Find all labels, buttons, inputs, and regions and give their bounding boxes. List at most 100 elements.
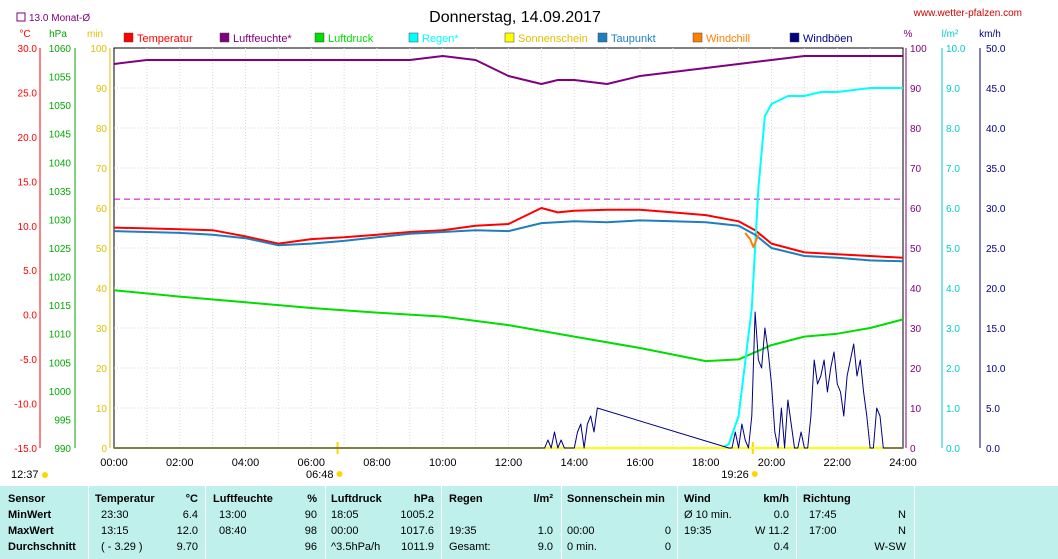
sun-icon <box>336 471 343 477</box>
rain-value: 9.0 <box>537 541 553 553</box>
rain-tick-label: 8.0 <box>946 124 960 135</box>
rain-value: 1.0 <box>537 525 553 537</box>
wind-tick-label: 20.0 <box>986 284 1006 295</box>
time-marker-label: 12:37 <box>11 469 39 481</box>
humidity-tick-label: 90 <box>910 84 922 95</box>
legend-label: Regen* <box>422 33 459 45</box>
pressure-tick-label: 1040 <box>49 158 72 169</box>
wind-unit-label: km/h <box>979 29 1001 40</box>
direction-time: 17:45 <box>809 509 837 521</box>
wind-tick-label: 15.0 <box>986 324 1006 335</box>
header-humidity: Luftfeuchte <box>213 493 273 505</box>
chart-title: Donnerstag, 14.09.2017 <box>429 9 601 26</box>
wind-value: 0.0 <box>773 509 789 521</box>
sunshine-value: 0 <box>664 541 671 553</box>
series-line-windb-en <box>114 311 903 449</box>
wind-tick-label: 10.0 <box>986 364 1006 375</box>
table-divider <box>561 486 562 559</box>
sunshine-tick-label: 20 <box>96 364 108 375</box>
temp-value: 9.70 <box>176 541 198 553</box>
rain-time: 19:35 <box>449 525 477 537</box>
temperature-tick-label: -5.0 <box>20 355 38 366</box>
legend-label: Taupunkt <box>611 33 656 45</box>
chart-axes: 30.0 25.0 20.0 15.0 10.0 5.0 0.0 -5.0 -10.0 -15.0… <box>11 29 1006 481</box>
legend-label: Luftdruck <box>328 33 374 45</box>
pressure-value: 1011.9 <box>401 541 434 553</box>
humidity-tick-label: 0 <box>910 444 916 455</box>
row-label: MaxWert <box>8 525 54 537</box>
x-tick-label: 02:00 <box>166 457 194 469</box>
series-line-temperatur <box>113 207 904 259</box>
legend-label: Temperatur <box>137 33 193 45</box>
table-divider <box>205 486 206 559</box>
humidity-tick-label: 70 <box>910 164 922 175</box>
pressure-time: 18:05 <box>331 509 359 521</box>
wind-tick-label: 40.0 <box>986 124 1006 135</box>
temperature-tick-label: 15.0 <box>18 177 38 188</box>
wind-tick-label: 35.0 <box>986 164 1006 175</box>
header-temperature: Temperatur <box>95 493 155 505</box>
pressure-value: 1005.2 <box>400 509 434 521</box>
series-line-taupunkt <box>113 219 904 263</box>
header-wind-unit: km/h <box>763 493 789 505</box>
x-tick-label: 24:00 <box>889 457 917 469</box>
temp-value: 12.0 <box>176 525 198 537</box>
chart-series <box>113 55 904 449</box>
rain-tick-label: 0.0 <box>946 444 960 455</box>
table-divider <box>914 486 915 559</box>
wind-tick-label: 30.0 <box>986 204 1006 215</box>
legend-swatch <box>789 32 800 43</box>
humidity-tick-label: 50 <box>910 244 922 255</box>
pressure-tick-label: 1035 <box>49 187 72 198</box>
humidity-value: 98 <box>304 525 317 537</box>
direction-time: 17:00 <box>809 525 837 537</box>
series-line-luftfeuchte- <box>113 55 903 85</box>
x-tick-label: 08:00 <box>363 457 391 469</box>
humidity-tick-label: 20 <box>910 364 922 375</box>
wind-value: 0.4 <box>773 541 789 553</box>
row-label: MinWert <box>8 509 52 521</box>
header-humidity-unit: % <box>307 493 317 505</box>
rain-tick-label: 2.0 <box>946 364 960 375</box>
legend-swatch <box>314 32 325 43</box>
pressure-value: 1017.6 <box>400 525 434 537</box>
humidity-time: 08:40 <box>219 525 247 537</box>
sunshine-tick-label: 80 <box>96 124 108 135</box>
pressure-tick-label: 1055 <box>49 73 72 84</box>
time-marker-label: 19:26 <box>721 469 749 481</box>
header-rain: Regen <box>449 493 483 505</box>
legend-label: Windböen <box>803 33 853 45</box>
humidity-tick-label: 80 <box>910 124 922 135</box>
pressure-tick-label: 1020 <box>49 273 72 284</box>
statistics-table: Sensor Temperatur °C Luftfeuchte% Luftdruck h… <box>0 486 1058 559</box>
x-tick-label: 10:00 <box>429 457 457 469</box>
legend-label: Luftfeuchte* <box>233 33 292 45</box>
sun-icon <box>751 471 758 477</box>
sunshine-tick-label: 100 <box>90 44 107 55</box>
temperature-tick-label: 20.0 <box>18 133 38 144</box>
temperature-tick-label: -15.0 <box>14 444 37 455</box>
legend-swatch <box>597 32 608 43</box>
wind-tick-label: 25.0 <box>986 244 1006 255</box>
header-sunshine: Sonnenschein min <box>567 493 665 505</box>
header-rain-unit: l/m² <box>533 493 553 505</box>
table-divider <box>325 486 326 559</box>
weather-chart: 30.0 25.0 20.0 15.0 10.0 5.0 0.0 -5.0 -10.0 -15.0… <box>0 0 1058 486</box>
rain-tick-label: 6.0 <box>946 204 960 215</box>
site-url[interactable]: www.wetter-pfalzen.com <box>913 8 1022 19</box>
sunshine-time: 0 min. <box>567 541 597 553</box>
humidity-value: 90 <box>304 509 317 521</box>
pressure-tick-label: 1030 <box>49 215 72 226</box>
rain-tick-label: 5.0 <box>946 244 960 255</box>
x-tick-label: 00:00 <box>100 457 128 469</box>
rain-tick-label: 3.0 <box>946 324 960 335</box>
chart-background <box>0 0 1058 486</box>
direction-value: W-SW <box>874 541 906 553</box>
sunshine-tick-label: 30 <box>96 324 108 335</box>
temperature-unit-label: °C <box>19 29 30 40</box>
wind-tick-label: 50.0 <box>986 44 1006 55</box>
series-line-regen- <box>114 87 903 449</box>
moon-icon <box>42 472 48 478</box>
header-pressure: Luftdruck <box>331 493 382 505</box>
pressure-tick-label: 1050 <box>49 101 72 112</box>
